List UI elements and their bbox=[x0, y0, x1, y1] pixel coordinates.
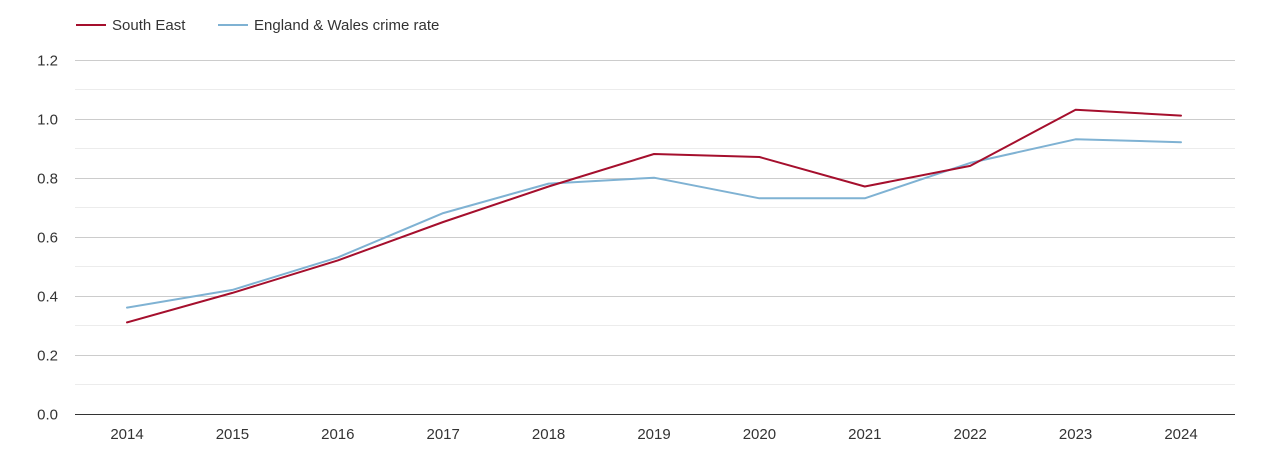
x-tick-label: 2019 bbox=[637, 426, 670, 443]
y-tick-label: 1.0 bbox=[37, 112, 58, 129]
y-tick-label: 0.8 bbox=[37, 171, 58, 188]
x-tick-label: 2023 bbox=[1059, 426, 1092, 443]
series-line-south-east[interactable] bbox=[126, 108, 1182, 324]
grid bbox=[75, 60, 1235, 385]
x-tick-label: 2016 bbox=[321, 426, 354, 443]
x-tick-label: 2017 bbox=[427, 426, 460, 443]
axes: 0.0 0.2 0.4 0.6 0.8 1.0 1.2 2014 2015 2016 2017 201… bbox=[37, 53, 1235, 443]
x-tick-label: 2022 bbox=[954, 426, 987, 443]
y-tick-label: 0.2 bbox=[37, 348, 58, 365]
series-group bbox=[126, 108, 1182, 324]
legend-label-south-east: South East bbox=[112, 17, 186, 34]
legend-label-england-wales: England & Wales crime rate bbox=[254, 17, 439, 34]
x-tick-label: 2018 bbox=[532, 426, 565, 443]
x-tick-label: 2015 bbox=[216, 426, 249, 443]
legend-item-south-east[interactable]: South East bbox=[76, 17, 186, 34]
y-tick-label: 0.4 bbox=[37, 289, 58, 306]
x-tick-label: 2024 bbox=[1164, 426, 1197, 443]
y-tick-label: 1.2 bbox=[37, 53, 58, 70]
y-tick-label: 0.0 bbox=[37, 407, 58, 424]
series-line-england-wales-crime-rate[interactable] bbox=[126, 138, 1182, 309]
y-tick-label: 0.6 bbox=[37, 230, 58, 247]
x-tick-label: 2014 bbox=[110, 426, 143, 443]
x-tick-label: 2020 bbox=[743, 426, 776, 443]
legend-item-england-wales[interactable]: England & Wales crime rate bbox=[218, 17, 439, 34]
x-tick-label: 2021 bbox=[848, 426, 881, 443]
legend: South East England & Wales crime rate bbox=[76, 17, 439, 34]
